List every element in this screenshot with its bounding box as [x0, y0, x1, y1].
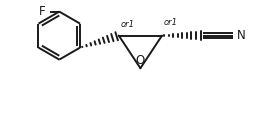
- Text: F: F: [39, 5, 46, 18]
- Text: or1: or1: [164, 18, 178, 27]
- Text: O: O: [136, 54, 145, 67]
- Text: or1: or1: [121, 20, 135, 29]
- Text: N: N: [237, 29, 246, 42]
